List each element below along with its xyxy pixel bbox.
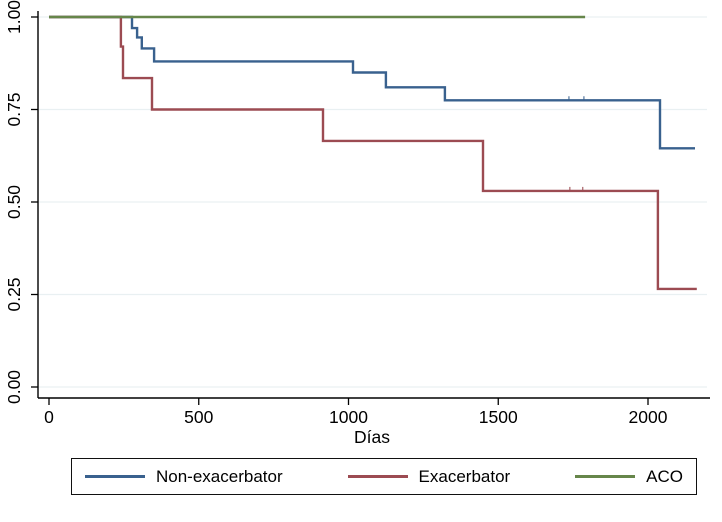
y-tick-label: 0.25	[4, 277, 24, 311]
legend-line-sample	[347, 475, 408, 478]
axis-layer: 0.00 0.25 0.50 0.75 1.00 0 500 1000 1500 2000	[4, 0, 710, 427]
legend-label: ACO	[646, 466, 683, 486]
legend-label: Exacerbator	[418, 466, 511, 486]
chart-legend: Non-exacerbator Exacerbator ACO	[71, 458, 697, 495]
y-tick-label: 0.00	[4, 370, 24, 404]
x-tick-label: 1000	[329, 407, 368, 427]
x-tick-label: 0	[44, 407, 54, 427]
legend-entry-non-exacerbator: Non-exacerbator	[85, 467, 283, 487]
legend-entry-aco: ACO	[575, 467, 683, 487]
x-axis-title: Días	[354, 427, 390, 447]
y-tick-label: 0.75	[4, 92, 24, 126]
legend-label: Non-exacerbator	[156, 466, 283, 486]
x-tick-label: 2000	[629, 407, 668, 427]
series-layer	[49, 15, 697, 291]
series-curve-exacerbator	[49, 15, 697, 291]
series-curve-non-exacerbator	[49, 15, 695, 150]
y-tick-label: 0.50	[4, 185, 24, 219]
legend-entry-exacerbator: Exacerbator	[347, 466, 511, 487]
y-tick-label: 1.00	[4, 0, 24, 34]
x-tick-label: 1500	[479, 407, 518, 427]
x-tick-label: 500	[184, 407, 213, 427]
legend-line-sample	[575, 475, 636, 478]
legend-line-sample	[85, 475, 145, 478]
